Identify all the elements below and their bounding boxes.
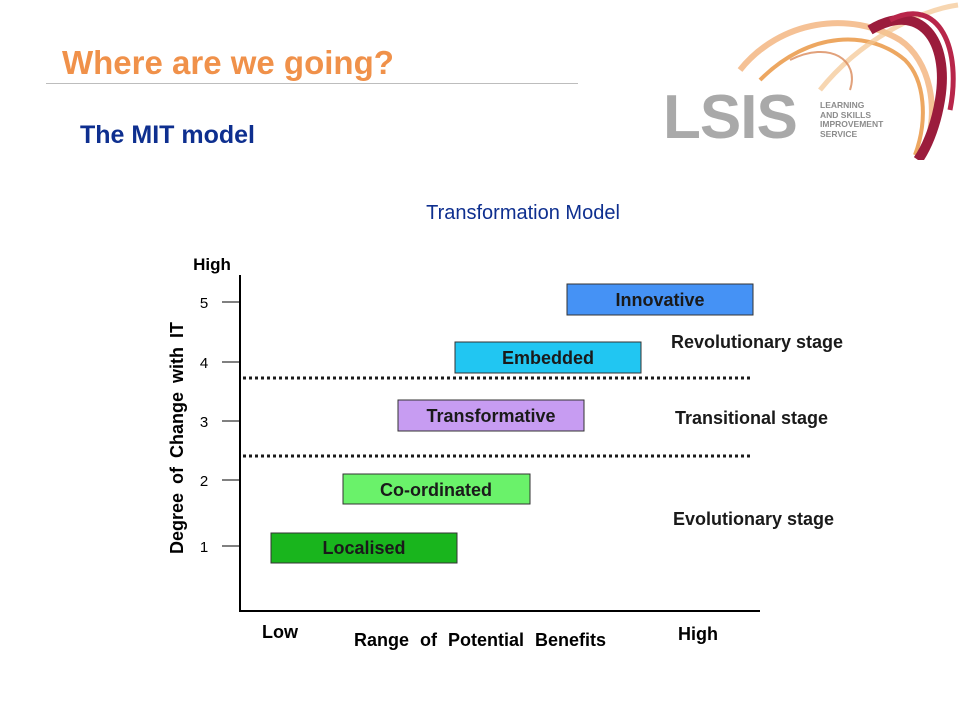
y-axis-ticks: 1 2 3 4 5	[200, 295, 240, 556]
stage-label-evolutionary: Evolutionary stage	[673, 509, 834, 529]
stage-label-transitional: Transitional stage	[675, 408, 828, 428]
level-box-label: Co-ordinated	[380, 480, 492, 500]
x-axis-label: Range of Potential Benefits	[354, 630, 606, 650]
level-box-label: Innovative	[615, 290, 704, 310]
logo-tagline: LEARNING AND SKILLS IMPROVEMENT SERVICE	[820, 100, 884, 139]
y-axis-label: Degree of Change with IT	[167, 322, 187, 554]
slide-subtitle: The MIT model	[80, 121, 255, 149]
y-tick-label-2: 2	[200, 473, 208, 490]
y-tick-label-5: 5	[200, 295, 208, 312]
level-box-label: Embedded	[502, 348, 594, 368]
title-divider	[46, 83, 578, 84]
level-box-fill	[397, 399, 585, 432]
y-tick-label-1: 1	[200, 539, 208, 556]
level-box-embedded: Embedded	[454, 341, 642, 374]
logo-tagline-line: LEARNING	[820, 100, 865, 110]
y-tick-label-3: 3	[200, 414, 208, 431]
level-box-label: Localised	[322, 538, 405, 558]
level-box-label: Transformative	[426, 406, 555, 426]
ribbon-swirl-logo-graphic	[737, 2, 959, 160]
logo-tagline-line: SERVICE	[820, 128, 858, 139]
level-box-innovative: Innovative	[566, 283, 754, 316]
x-axis-low-label: Low	[262, 622, 299, 642]
logo-wordmark: LSIS	[663, 83, 798, 152]
level-box-transformative: Transformative	[397, 399, 585, 432]
x-axis-high-label: High	[678, 624, 718, 644]
level-box-coordinated: Co-ordinated	[342, 473, 531, 505]
level-box-fill	[566, 283, 754, 316]
logo-tagline-line: IMPROVEMENT	[820, 119, 884, 129]
y-tick-label-4: 4	[200, 355, 208, 372]
stage-label-revolutionary: Revolutionary stage	[671, 332, 843, 352]
level-box-fill	[342, 473, 531, 505]
logo-tagline-line: AND SKILLS	[820, 109, 871, 120]
level-box-fill	[454, 341, 642, 374]
y-axis-high-label: High	[193, 255, 231, 274]
level-box-localised: Localised	[270, 532, 458, 564]
level-box-fill	[270, 532, 458, 564]
diagram-title: Transformation Model	[426, 202, 620, 224]
page-title: Where are we going?	[62, 44, 394, 81]
